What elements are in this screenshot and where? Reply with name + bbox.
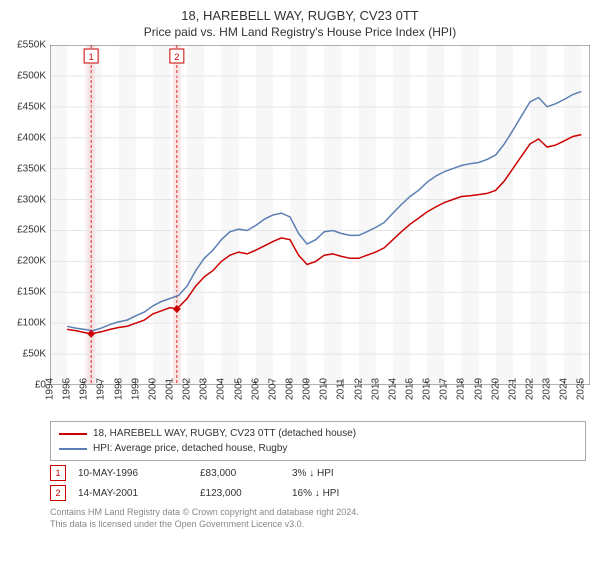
x-axis-tick-label: 2015: [405, 378, 416, 400]
x-axis-tick-label: 1996: [79, 378, 90, 400]
x-axis-tick-label: 2000: [147, 378, 158, 400]
x-axis-tick-label: 2017: [439, 378, 450, 400]
y-axis-tick-label: £550K: [17, 40, 46, 51]
x-axis-tick-label: 2007: [267, 378, 278, 400]
x-axis-tick-label: 2005: [233, 378, 244, 400]
sale-marker-label: 2: [174, 52, 179, 62]
x-axis-tick-label: 2023: [542, 378, 553, 400]
x-axis-tick-label: 2025: [576, 378, 587, 400]
chart-subtitle: Price paid vs. HM Land Registry's House …: [0, 25, 600, 39]
y-axis-tick-label: £300K: [17, 194, 46, 205]
x-axis-tick-label: 2003: [199, 378, 210, 400]
x-axis-tick-label: 2006: [250, 378, 261, 400]
x-axis-tick-label: 2020: [490, 378, 501, 400]
footnote-line-1: Contains HM Land Registry data © Crown c…: [50, 507, 359, 517]
x-axis-tick-label: 2012: [353, 378, 364, 400]
x-axis-tick-label: 2019: [473, 378, 484, 400]
sale-record-row: 2 14-MAY-2001 £123,000 16% ↓ HPI: [50, 485, 586, 501]
x-axis-tick-label: 2010: [319, 378, 330, 400]
chart-container: 18, HAREBELL WAY, RUGBY, CV23 0TT Price …: [0, 8, 600, 568]
sale-marker-label: 1: [89, 52, 94, 62]
x-axis-tick-label: 2004: [216, 378, 227, 400]
x-axis-tick-label: 2014: [387, 378, 398, 400]
sale-record-pct: 16% ↓ HPI: [292, 488, 412, 499]
x-axis-tick-label: 1999: [130, 378, 141, 400]
x-axis-tick-label: 1995: [62, 378, 73, 400]
x-axis-tick-label: 2008: [285, 378, 296, 400]
chart-title: 18, HAREBELL WAY, RUGBY, CV23 0TT: [0, 8, 600, 23]
x-axis-tick-label: 2022: [525, 378, 536, 400]
x-axis-tick-label: 2001: [165, 378, 176, 400]
sale-record-pct: 3% ↓ HPI: [292, 468, 412, 479]
y-axis-tick-label: £50K: [23, 349, 46, 360]
y-axis-tick-label: £150K: [17, 287, 46, 298]
x-axis-tick-label: 2009: [302, 378, 313, 400]
sale-record-price: £123,000: [200, 488, 280, 499]
y-axis-tick-label: £200K: [17, 256, 46, 267]
sale-record-price: £83,000: [200, 468, 280, 479]
sale-record-date: 10-MAY-1996: [78, 468, 188, 479]
x-axis-tick-label: 2013: [370, 378, 381, 400]
y-axis-tick-label: £250K: [17, 225, 46, 236]
y-axis-tick-label: £350K: [17, 163, 46, 174]
sale-record-marker: 2: [50, 485, 66, 501]
legend-swatch: [59, 433, 87, 435]
y-axis-tick-label: £100K: [17, 318, 46, 329]
legend-label: 18, HAREBELL WAY, RUGBY, CV23 0TT (detac…: [93, 426, 356, 441]
x-axis-tick-label: 1994: [45, 378, 56, 400]
x-axis-tick-label: 2002: [182, 378, 193, 400]
legend-label: HPI: Average price, detached house, Rugb…: [93, 441, 287, 456]
sale-record-marker: 1: [50, 465, 66, 481]
sale-record-row: 1 10-MAY-1996 £83,000 3% ↓ HPI: [50, 465, 586, 481]
x-axis-tick-label: 1997: [96, 378, 107, 400]
legend-item: 18, HAREBELL WAY, RUGBY, CV23 0TT (detac…: [59, 426, 577, 441]
y-axis-tick-label: £500K: [17, 70, 46, 81]
chart-plot-area: 12 £0£50K£100K£150K£200K£250K£300K£350K£…: [50, 45, 590, 385]
x-axis-tick-label: 2024: [559, 378, 570, 400]
x-axis-tick-label: 2011: [336, 378, 347, 400]
x-axis-tick-label: 2018: [456, 378, 467, 400]
y-axis-tick-label: £400K: [17, 132, 46, 143]
sale-record-date: 14-MAY-2001: [78, 488, 188, 499]
footnote-line-2: This data is licensed under the Open Gov…: [50, 519, 304, 529]
y-axis-tick-label: £450K: [17, 101, 46, 112]
footnote: Contains HM Land Registry data © Crown c…: [50, 507, 586, 530]
x-axis-tick-label: 2016: [422, 378, 433, 400]
legend-swatch: [59, 448, 87, 450]
chart-svg: 12: [50, 45, 590, 385]
legend-box: 18, HAREBELL WAY, RUGBY, CV23 0TT (detac…: [50, 421, 586, 461]
x-axis-tick-label: 1998: [113, 378, 124, 400]
x-axis-tick-label: 2021: [507, 378, 518, 400]
legend-item: HPI: Average price, detached house, Rugb…: [59, 441, 577, 456]
